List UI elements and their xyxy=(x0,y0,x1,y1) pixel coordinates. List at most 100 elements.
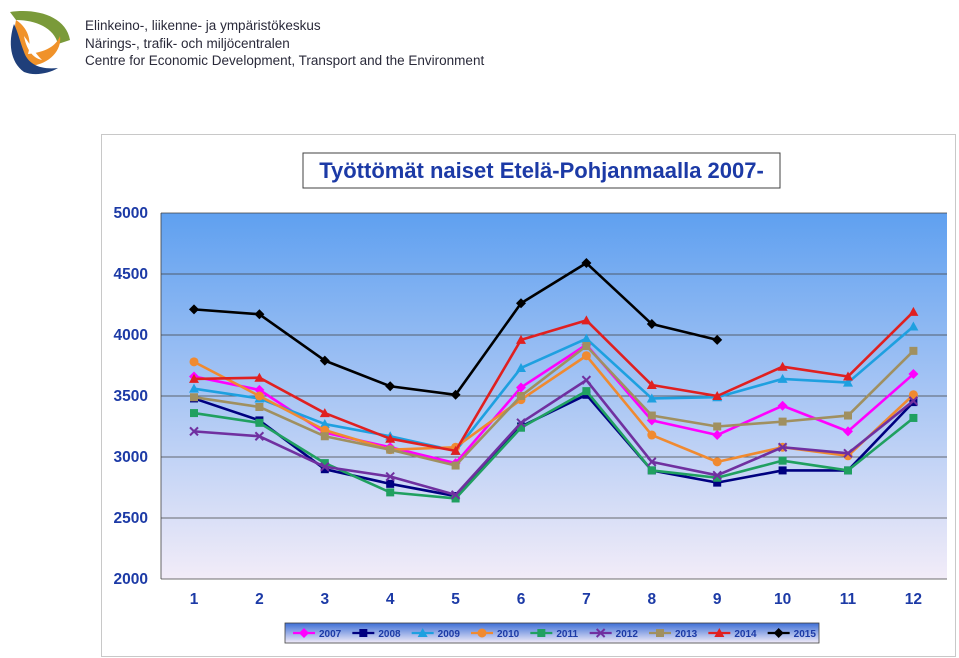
data-point-2009 xyxy=(646,393,657,403)
data-point-2011 xyxy=(844,466,852,475)
data-point-2014 xyxy=(777,361,788,371)
legend-item-2009: 2009 xyxy=(411,628,460,640)
series-2012 xyxy=(189,375,919,500)
legend-marker xyxy=(359,629,368,637)
data-point-2011 xyxy=(647,466,656,475)
data-point-2012 xyxy=(385,471,395,482)
y-tick-label: 2500 xyxy=(114,510,148,527)
data-point-2009 xyxy=(189,383,199,393)
data-point-2013 xyxy=(386,445,395,454)
series-line-2009 xyxy=(193,325,915,453)
legend-label: 2011 xyxy=(556,629,578,640)
data-point-2013 xyxy=(647,411,656,420)
series-2013 xyxy=(190,341,918,470)
legend-marker xyxy=(773,628,784,638)
data-point-2015 xyxy=(189,304,199,315)
data-point-2013 xyxy=(778,417,787,426)
chart-title-box: Työttömät naiset Etelä-Pohjanmaalla 2007… xyxy=(302,152,781,189)
series-2014 xyxy=(189,306,919,455)
y-tick-label: 5000 xyxy=(114,205,148,222)
data-point-2009 xyxy=(581,333,592,343)
data-point-2015 xyxy=(385,381,396,392)
data-point-2011 xyxy=(451,494,460,503)
data-point-2012 xyxy=(712,470,722,481)
series-line-2012 xyxy=(193,378,915,497)
data-point-2012 xyxy=(320,462,330,472)
y-tick-label: 3000 xyxy=(114,449,148,466)
data-point-2008 xyxy=(386,479,395,488)
legend-marker xyxy=(299,628,309,638)
data-point-2015 xyxy=(516,298,526,309)
data-point-2010 xyxy=(647,430,657,440)
data-point-2015 xyxy=(581,258,592,269)
data-point-2014 xyxy=(712,391,723,400)
data-point-2013 xyxy=(190,393,198,402)
title-frame xyxy=(302,152,781,189)
data-point-2012 xyxy=(647,457,657,467)
x-tick-label: 8 xyxy=(647,591,656,608)
data-point-2011 xyxy=(190,409,198,418)
y-tick-label: 3500 xyxy=(114,388,148,405)
series-line-2014 xyxy=(193,310,915,453)
data-point-2013 xyxy=(517,392,525,400)
data-point-2008 xyxy=(713,478,722,487)
legend-item-2013: 2013 xyxy=(649,629,698,640)
data-point-2010 xyxy=(254,391,264,401)
data-point-2012 xyxy=(908,396,919,406)
data-point-2009 xyxy=(843,377,853,387)
y-tick-label: 4000 xyxy=(114,327,148,344)
x-tick-label: 1 xyxy=(190,591,199,608)
y-tick-label: 4500 xyxy=(114,266,148,283)
data-point-2011 xyxy=(909,413,918,422)
legend-marker xyxy=(656,629,664,637)
data-point-2009 xyxy=(908,321,919,331)
data-point-2013 xyxy=(713,422,722,431)
data-point-2012 xyxy=(254,431,265,441)
series-line-2013 xyxy=(193,344,915,467)
legend-item-2010: 2010 xyxy=(471,628,520,640)
chart-frame: 2000 2500 3000 3500 4000 4500 5000 1 2 3 4 5 6 7 8 9 10 1… xyxy=(101,134,956,657)
data-point-2014 xyxy=(254,372,265,382)
data-point-2014 xyxy=(646,380,657,390)
data-point-2015 xyxy=(319,355,330,366)
data-point-2013 xyxy=(255,402,264,411)
legend-label: 2015 xyxy=(794,629,817,640)
data-point-2013 xyxy=(320,432,329,441)
org-name-finnish: Elinkeino-, liikenne- ja ympäristökeskus xyxy=(85,18,321,33)
data-point-2011 xyxy=(582,387,591,396)
x-tick-label: 11 xyxy=(840,591,857,608)
data-point-2011 xyxy=(778,456,787,465)
data-point-2011 xyxy=(713,473,722,482)
ely-centre-logo-icon xyxy=(10,11,70,75)
data-point-2012 xyxy=(777,442,788,452)
x-tick-label: 4 xyxy=(386,591,395,608)
data-point-2011 xyxy=(386,488,395,497)
legend-item-2011: 2011 xyxy=(530,629,578,640)
data-point-2012 xyxy=(450,490,461,500)
data-point-2009 xyxy=(777,373,788,383)
x-tick-label: 10 xyxy=(774,591,791,608)
legend: 2007 2008 2009 2010 2011 2012 2013 2014 2015 xyxy=(284,622,820,644)
data-point-2012 xyxy=(189,426,199,437)
data-point-2015 xyxy=(646,319,657,330)
data-point-2007 xyxy=(777,400,788,411)
data-point-2010 xyxy=(908,390,918,400)
data-point-2007 xyxy=(843,426,853,437)
data-point-2014 xyxy=(581,315,592,325)
data-point-2014 xyxy=(450,445,461,455)
data-point-2011 xyxy=(517,423,525,432)
data-point-2007 xyxy=(516,382,526,393)
data-point-2010 xyxy=(189,357,199,367)
x-tick-label: 3 xyxy=(320,591,329,608)
data-point-2015 xyxy=(712,334,723,345)
org-name-english: Centre for Economic Development, Transpo… xyxy=(85,53,485,68)
series-line-2011 xyxy=(193,389,915,500)
data-point-2007 xyxy=(712,430,723,441)
legend-label: 2012 xyxy=(616,629,639,640)
legend-label: 2007 xyxy=(319,629,342,640)
legend-marker xyxy=(595,628,606,638)
legend-item-2015: 2015 xyxy=(767,628,817,640)
data-point-2010 xyxy=(712,457,722,467)
data-point-2013 xyxy=(451,461,460,470)
legend-item-2007: 2007 xyxy=(293,628,342,640)
